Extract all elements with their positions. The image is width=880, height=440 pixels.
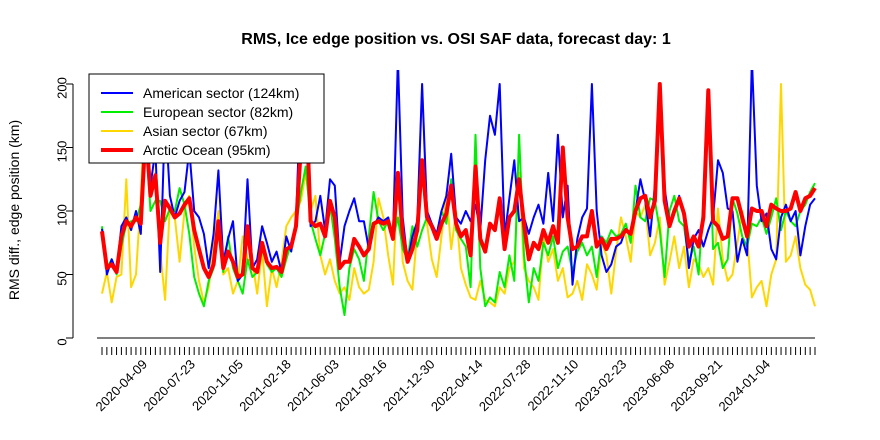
legend-label: Asian sector (67km) xyxy=(143,123,267,139)
legend-label: American sector (124km) xyxy=(143,85,299,101)
y-tick-label: 200 xyxy=(55,77,70,99)
x-tick-label: 2022-07-28 xyxy=(476,357,534,415)
x-tick-label: 2024-01-04 xyxy=(715,357,773,415)
series-line-3 xyxy=(100,82,817,279)
y-axis: 0 50 100 150 200 xyxy=(55,77,74,346)
legend-label: European sector (82km) xyxy=(143,104,293,120)
y-tick-label: 100 xyxy=(55,204,70,226)
y-tick-label: 0 xyxy=(55,338,70,345)
chart-title: RMS, Ice edge position vs. OSI SAF data,… xyxy=(241,31,671,48)
y-tick-label: 150 xyxy=(55,141,70,163)
legend: American sector (124km) European sector (… xyxy=(88,73,325,164)
y-tick-label: 50 xyxy=(55,271,70,285)
x-tick-label: 2020-07-23 xyxy=(140,357,198,415)
series-line-0 xyxy=(101,70,816,286)
legend-box xyxy=(88,73,325,164)
y-axis-label: RMS diff., edge position (km) xyxy=(6,120,22,300)
x-axis: 2020-04-092020-07-232020-11-052021-02-18… xyxy=(92,347,816,415)
legend-label: Arctic Ocean (95km) xyxy=(143,142,271,158)
series-layer xyxy=(100,70,817,317)
